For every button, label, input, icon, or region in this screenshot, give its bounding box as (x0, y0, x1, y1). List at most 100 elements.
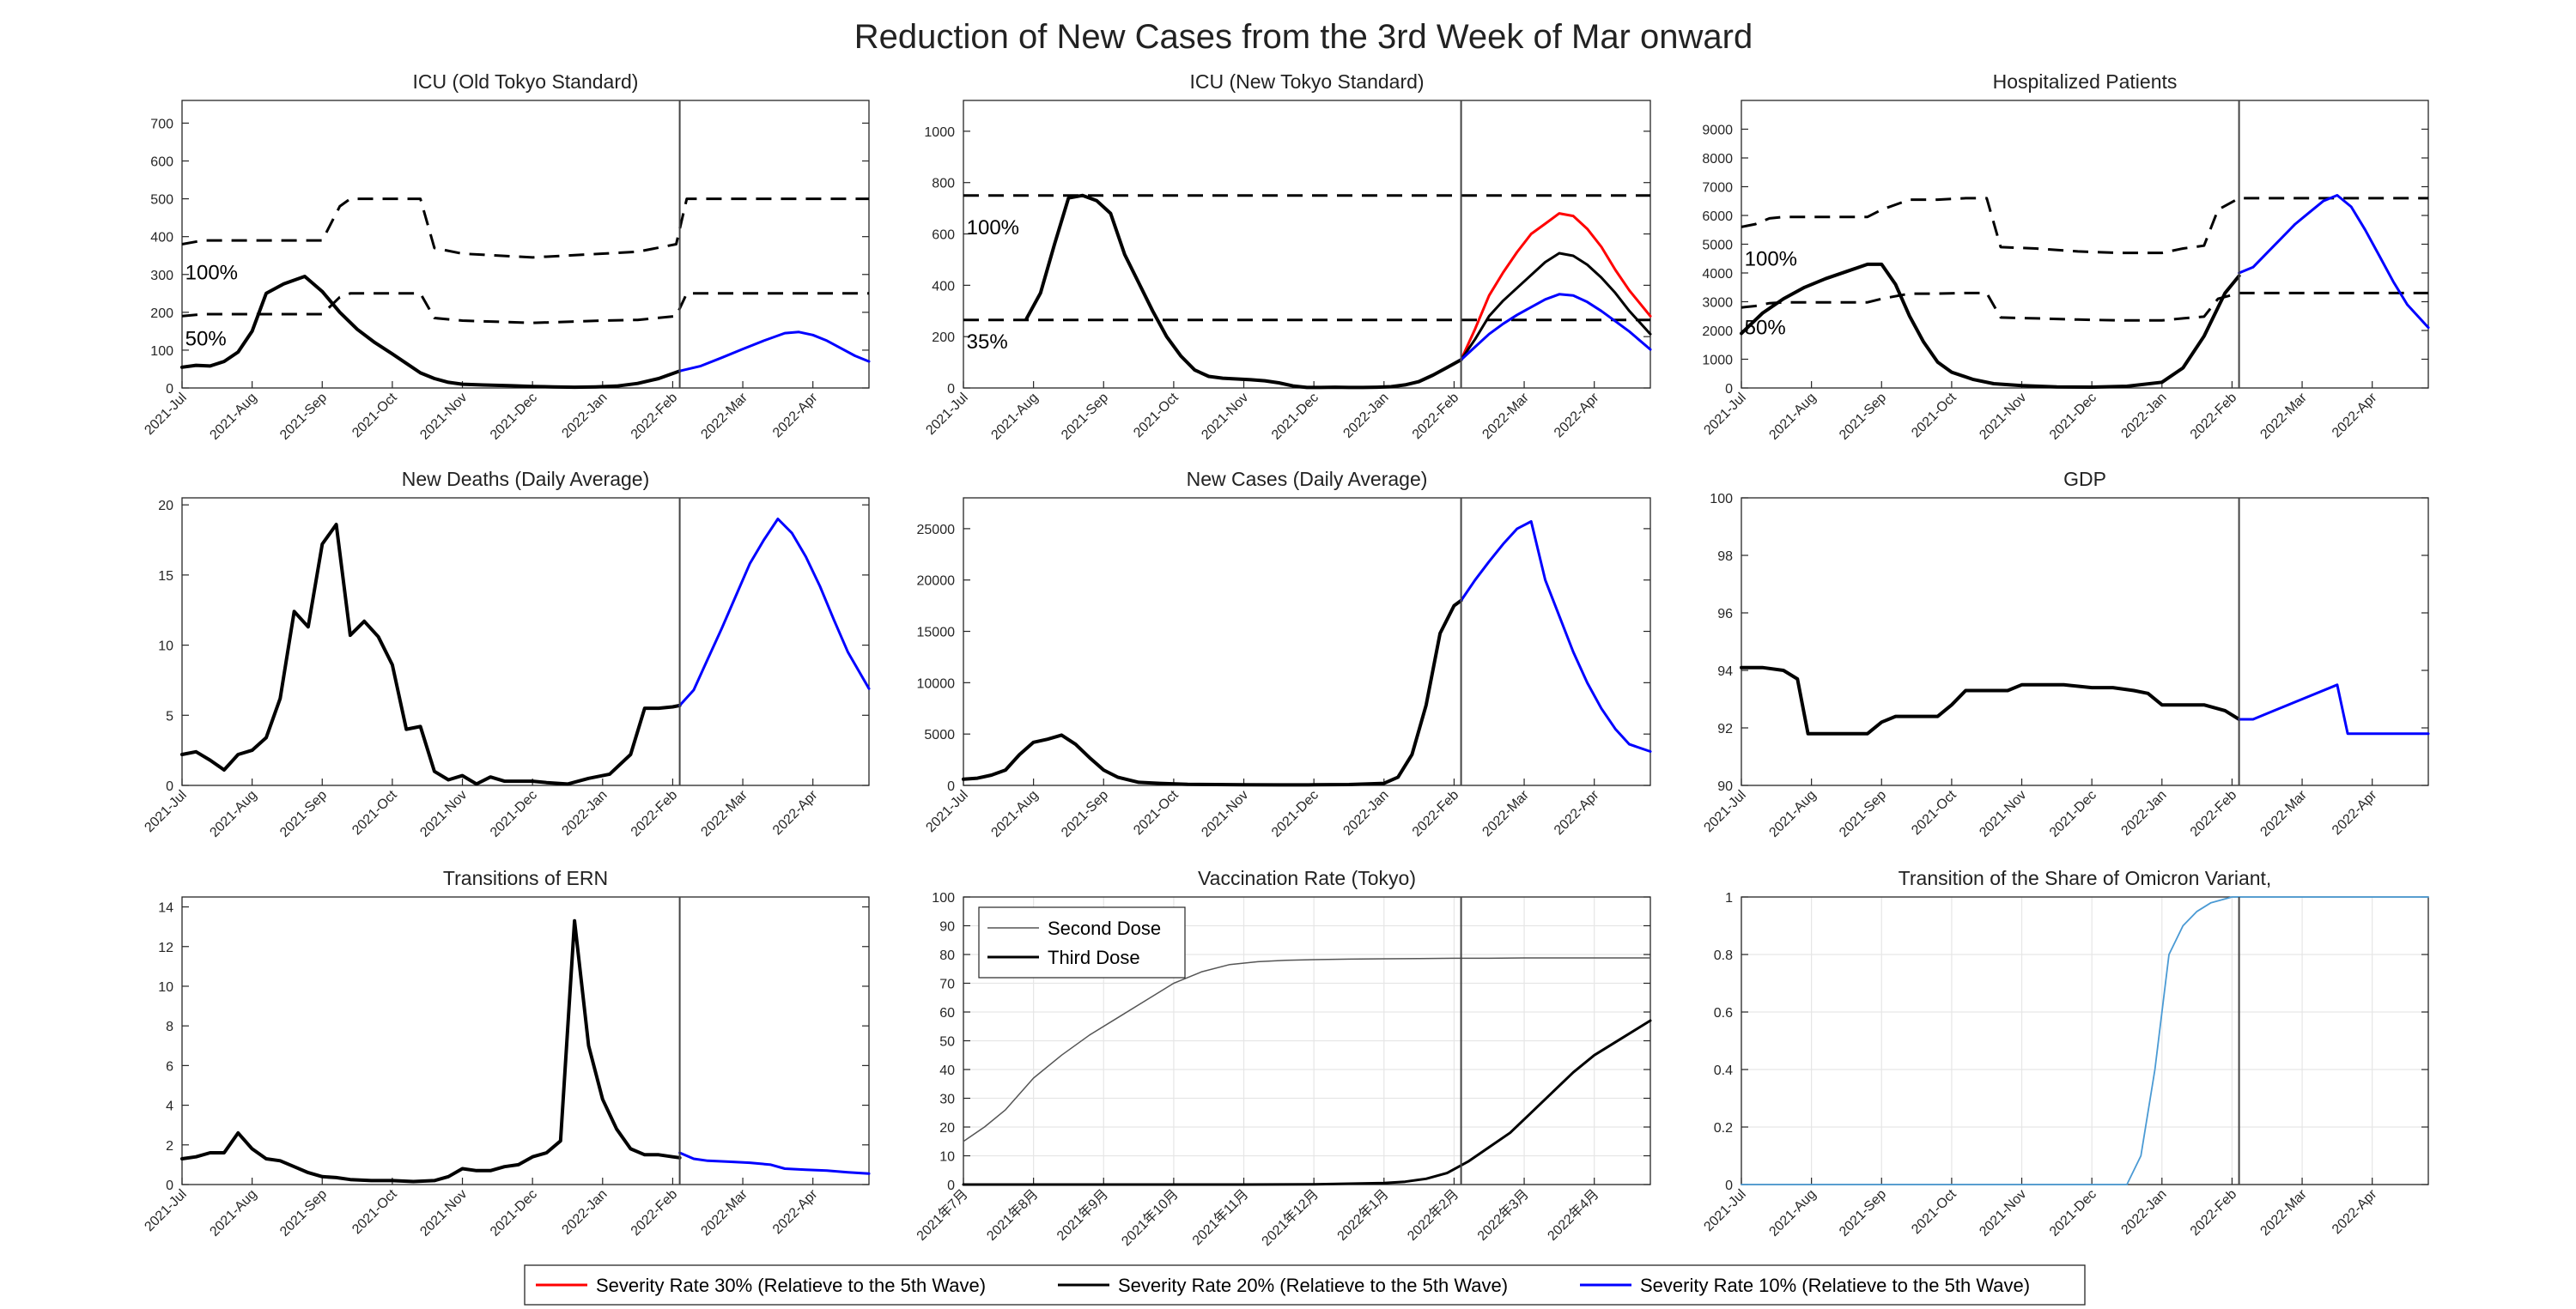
y-tick-label: 20 (939, 1121, 955, 1136)
x-tick-label: 2022-Feb (2188, 788, 2240, 840)
x-tick-label: 2022-Jan (559, 788, 610, 839)
y-tick-label: 100 (1710, 492, 1733, 506)
plot-frame (181, 896, 870, 1185)
x-tick-label: 2021-Dec (488, 1187, 540, 1239)
y-tick-label: 300 (150, 269, 173, 283)
x-tick-label: 2022-Jan (1340, 788, 1391, 839)
y-tick-label: 400 (150, 231, 173, 245)
y-tick-label: 70 (939, 978, 955, 992)
x-tick-label: 2021-Dec (2047, 1187, 2099, 1239)
series-line-1 (1741, 197, 2428, 255)
x-tick-label: 2022-Feb (629, 1187, 681, 1239)
chart-title: ICU (New Tokyo Standard) (1189, 70, 1424, 93)
y-tick-label: 40 (939, 1064, 955, 1078)
x-tick-label: 2021-Aug (1766, 391, 1819, 443)
plot-frame (181, 497, 870, 786)
x-tick-label: 2022-Jan (559, 391, 610, 441)
series-line-2 (678, 518, 871, 707)
threshold-annotation: 100% (185, 262, 238, 285)
y-tick-label: 12 (158, 941, 173, 955)
x-tick-label: 2022-Feb (629, 788, 681, 840)
chart-legend: Second Dose Third Dose (978, 906, 1186, 979)
series-line-3 (1024, 193, 1463, 390)
y-tick-label: 10 (158, 639, 173, 654)
chart-panel-1: ICU (Old Tokyo Standard) 0 100 200 300 400 500… (142, 70, 871, 443)
chart-panel-9: Transition of the Share of Omicron Varia… (1701, 867, 2429, 1239)
x-tick-label: 2022-Mar (2257, 1186, 2310, 1239)
threshold-annotation: 50% (1745, 317, 1786, 340)
y-tick-label: 0 (166, 1179, 173, 1193)
x-tick-label: 2021-Dec (2047, 391, 2099, 443)
y-tick-label: 10 (939, 1150, 955, 1165)
y-tick-label: 25000 (917, 523, 956, 537)
x-tick-label: 2021年12月 (1259, 1186, 1321, 1249)
y-tick-label: 2 (166, 1139, 173, 1154)
plot-frame (181, 100, 870, 389)
y-tick-label: 5000 (1702, 239, 1733, 253)
plot-frame (1741, 100, 2429, 389)
series-line-1 (181, 197, 869, 259)
x-tick-label: 2021-Aug (207, 391, 259, 443)
y-tick-label: 20 (158, 499, 173, 513)
y-tick-label: 9000 (1702, 124, 1733, 138)
y-tick-label: 4 (166, 1100, 173, 1114)
chart-title: GDP (2063, 468, 2106, 490)
x-tick-label: 2021-Jul (1701, 1187, 1748, 1234)
chart-panel-4: New Deaths (Daily Average) 0 5 10 15 20 2021-J… (142, 468, 871, 840)
x-tick-label: 2021-Aug (1766, 1187, 1819, 1239)
panels: ICU (Old Tokyo Standard)0100200300400500… (142, 70, 2430, 1249)
x-tick-label: 2021-Oct (349, 390, 400, 440)
chart-title: Vaccination Rate (Tokyo) (1198, 867, 1416, 889)
x-tick-label: 2021-Sep (1837, 391, 1889, 443)
x-tick-label: 2021-Dec (2047, 788, 2099, 840)
y-tick-label: 96 (1717, 607, 1733, 621)
x-tick-label: 2021-Dec (488, 788, 540, 840)
y-tick-label: 0 (1725, 1179, 1733, 1193)
series-line-4 (2238, 194, 2430, 330)
series-line-1 (180, 523, 682, 786)
series-line-2 (181, 292, 869, 324)
x-tick-label: 2022-Mar (698, 787, 750, 839)
chart-title: Transitions of ERN (443, 867, 608, 889)
y-tick-label: 0.2 (1714, 1121, 1733, 1136)
plot-frame (1741, 497, 2429, 786)
x-tick-label: 2022-Jan (2118, 1187, 2169, 1238)
y-tick-label: 400 (932, 279, 955, 294)
legend-label: Second Dose (1048, 918, 1161, 939)
series-line-6 (1460, 293, 1652, 361)
series-line-4 (678, 330, 871, 373)
x-tick-label: 2021-Dec (1269, 788, 1321, 840)
chart-title: New Cases (Daily Average) (1187, 468, 1428, 490)
plot-frame (1741, 896, 2429, 1185)
chart-title: Transition of the Share of Omicron Varia… (1899, 867, 2272, 889)
y-tick-label: 6 (166, 1059, 173, 1074)
chart-title: ICU (Old Tokyo Standard) (413, 70, 639, 93)
y-tick-label: 0 (166, 779, 173, 794)
chart-title: New Deaths (Daily Average) (402, 468, 649, 490)
x-tick-label: 2022-Apr (2330, 390, 2380, 440)
chart-panel-3: Hospitalized Patients 0 1000 2000 3000 4000 50… (1701, 70, 2430, 443)
y-tick-label: 10 (158, 980, 173, 995)
threshold-annotation: 100% (1745, 247, 1797, 270)
y-tick-label: 600 (150, 155, 173, 170)
chart-panel-7: Transitions of ERN 0 2 4 6 8 10 12 14 2021-Jul 202… (142, 867, 871, 1239)
x-tick-label: 2022-Mar (2257, 787, 2310, 839)
y-tick-label: 0 (947, 1179, 955, 1193)
x-tick-label: 2021-Oct (349, 1186, 400, 1237)
y-tick-label: 1000 (924, 125, 955, 140)
chart-title: Hospitalized Patients (1993, 70, 2178, 93)
x-tick-label: 2021-Dec (488, 391, 540, 443)
x-tick-label: 2022-Mar (2257, 390, 2310, 442)
x-tick-label: 2022-Jan (2118, 788, 2169, 839)
series-line-1 (1740, 665, 2241, 736)
series-line-2 (1741, 291, 2428, 322)
bottom-legend: Severity Rate 30% (Relatieve to the 5th … (524, 1264, 2086, 1306)
x-tick-label: 2021-Jul (142, 788, 189, 835)
chart-panel-2: ICU (New Tokyo Standard) 0 200 400 600 800 100… (923, 70, 1652, 443)
y-tick-label: 3000 (1702, 296, 1733, 311)
y-tick-label: 4000 (1702, 267, 1733, 282)
x-tick-label: 2022年1月 (1334, 1186, 1392, 1244)
x-tick-label: 2022-Mar (698, 390, 750, 442)
x-tick-label: 2022-Apr (770, 1186, 821, 1237)
